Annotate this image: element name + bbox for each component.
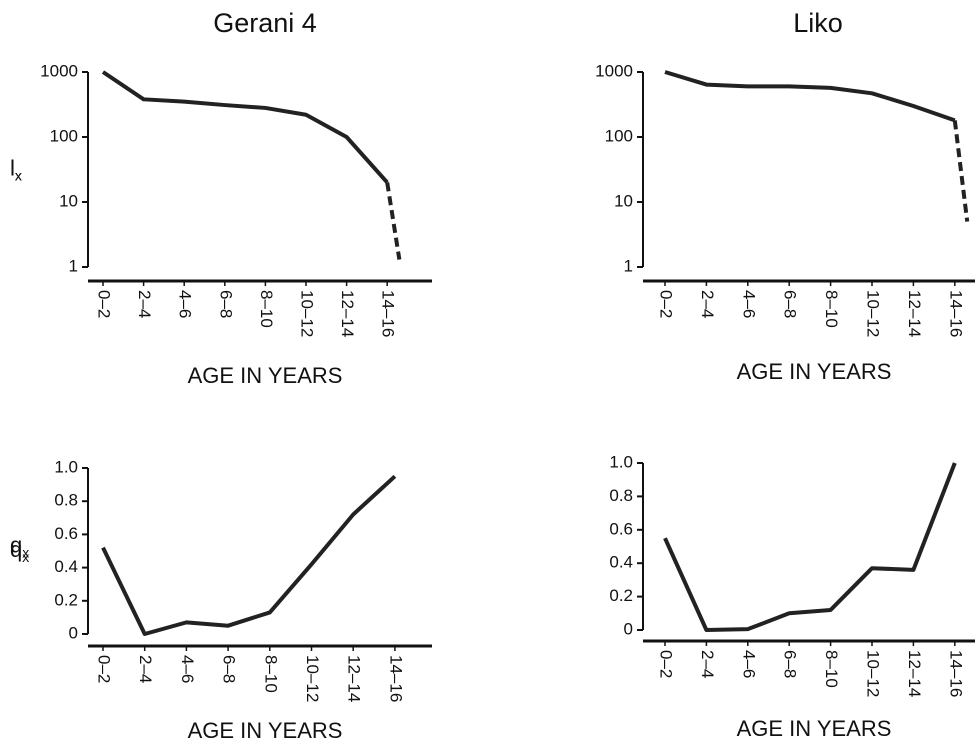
y-label-main: q [10, 537, 22, 562]
x-tick-label: 6–8 [216, 290, 235, 318]
x-tick-label: 0–2 [95, 290, 114, 318]
x-tick-label: 10–12 [303, 655, 322, 702]
y-tick-label: 100 [605, 126, 633, 145]
y-label-main: l [10, 155, 15, 180]
x-tick-label: 14–16 [379, 290, 398, 337]
dashed-extension [952, 120, 970, 222]
x-tick-label: 0–2 [657, 650, 676, 678]
x-tick-label: 8–10 [261, 655, 280, 693]
y-tick-label: 0.2 [54, 590, 78, 609]
data-line [663, 462, 957, 632]
x-tick-label: 14–16 [386, 655, 405, 702]
y-tick-label: 1.0 [54, 457, 78, 476]
x-axis-label: AGE IN YEARS [188, 718, 343, 743]
x-tick-label: 8–10 [822, 290, 841, 328]
y-axis-label: lx [10, 155, 22, 183]
x-tick-label: 14–16 [946, 290, 965, 337]
y-tick-label: 0.2 [609, 586, 633, 605]
chart-title: Gerani 4 [213, 8, 317, 38]
data-line [101, 70, 389, 184]
dashed-extension [385, 182, 402, 260]
y-tick-label: 10 [614, 191, 633, 210]
x-tick-label: 4–6 [178, 655, 197, 683]
data-line [101, 474, 397, 636]
y-tick-label: 0 [69, 623, 78, 642]
y-axis-label: lx [10, 155, 22, 183]
y-tick-label: 0.6 [609, 519, 633, 538]
x-tick-label: 12–14 [345, 655, 364, 702]
x-tick-label: 6–8 [781, 290, 800, 318]
x-tick-label: 0–2 [657, 290, 676, 318]
x-tick-label: 4–6 [739, 290, 758, 318]
y-label-main: q [10, 532, 22, 557]
x-axis-label: AGE IN YEARS [737, 359, 892, 384]
y-label-sub: x [15, 167, 22, 183]
x-tick-label: 8–10 [822, 650, 841, 688]
y-tick-label: 1.0 [609, 452, 633, 471]
y-axis-label: qx [10, 532, 29, 560]
x-tick-label: 2–4 [698, 650, 717, 678]
x-tick-label: 10–12 [864, 290, 883, 337]
y-tick-label: 0.6 [54, 524, 78, 543]
y-label-sub: x [22, 549, 29, 565]
x-tick-label: 10–12 [864, 650, 883, 697]
x-tick-label: 2–4 [698, 290, 717, 318]
x-tick-label: 8–10 [257, 290, 276, 328]
x-tick-label: 4–6 [176, 290, 195, 318]
y-tick-label: 0.4 [54, 557, 78, 576]
y-tick-label: 1 [69, 256, 78, 275]
x-tick-label: 6–8 [781, 650, 800, 678]
x-tick-label: 12–14 [905, 650, 924, 697]
y-tick-label: 0.8 [54, 491, 78, 510]
y-tick-label: 1000 [595, 61, 633, 80]
x-tick-label: 14–16 [946, 650, 965, 697]
y-tick-label: 0.4 [609, 553, 633, 572]
x-tick-label: 10–12 [298, 290, 317, 337]
y-tick-label: 0 [624, 619, 633, 638]
y-label-main: l [10, 155, 15, 180]
y-tick-label: 10 [59, 191, 78, 210]
x-tick-label: 12–14 [905, 290, 924, 337]
x-tick-label: 0–2 [95, 655, 114, 683]
y-label-sub: x [15, 167, 22, 183]
y-tick-label: 0.8 [609, 486, 633, 505]
chart-title: Liko [793, 8, 843, 38]
x-tick-label: 12–14 [338, 290, 357, 337]
y-tick-label: 1 [624, 256, 633, 275]
x-tick-label: 2–4 [135, 290, 154, 318]
y-axis-label: qx [10, 537, 29, 565]
data-line [664, 70, 956, 123]
y-label-sub: x [22, 544, 29, 560]
x-tick-label: 4–6 [739, 650, 758, 678]
y-tick-label: 100 [50, 126, 78, 145]
x-tick-label: 6–8 [220, 655, 239, 683]
x-axis-label: AGE IN YEARS [737, 716, 892, 741]
y-tick-label: 1000 [40, 61, 78, 80]
x-tick-label: 2–4 [136, 655, 155, 683]
x-axis-label: AGE IN YEARS [188, 363, 343, 388]
